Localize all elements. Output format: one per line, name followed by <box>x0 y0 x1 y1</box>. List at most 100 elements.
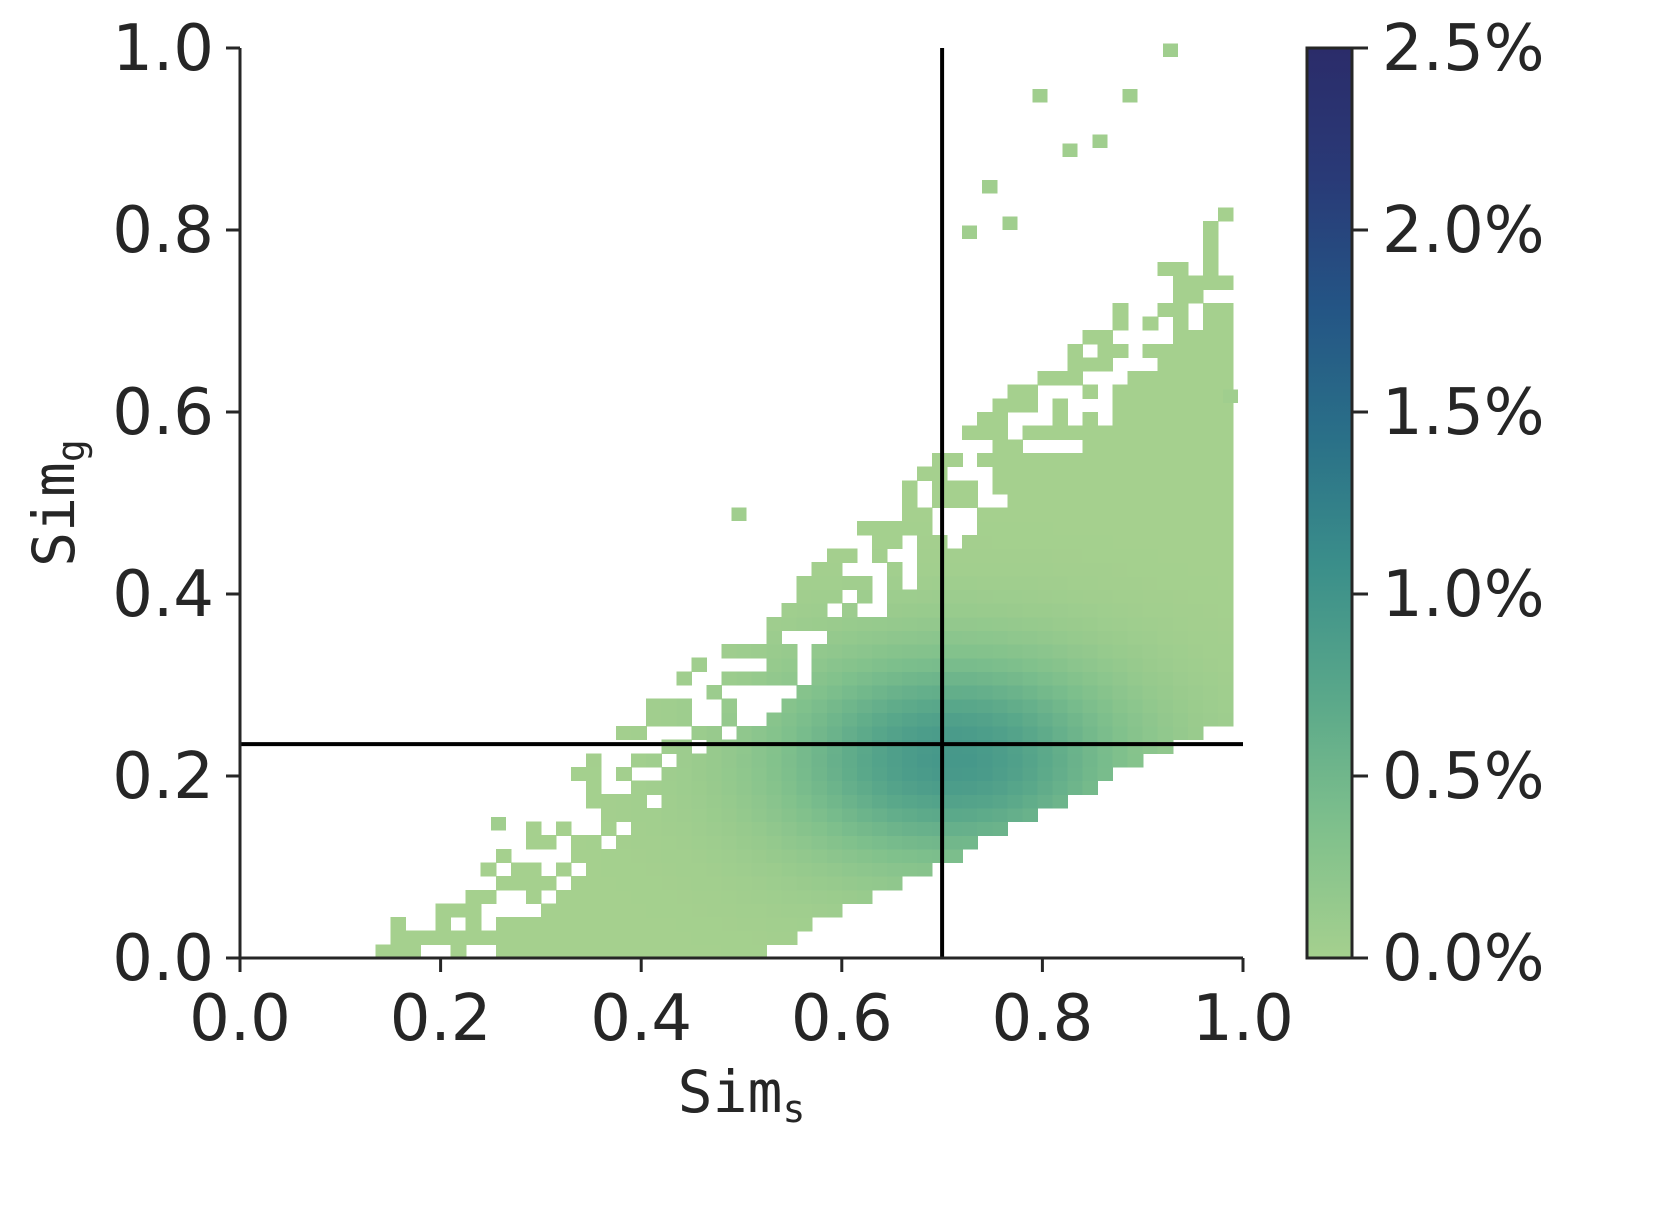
heatmap-cell <box>480 930 497 945</box>
heatmap-cell <box>917 548 933 563</box>
heatmap-cell <box>751 876 768 891</box>
heatmap-cell <box>1217 439 1234 454</box>
heatmap-cell <box>1172 630 1189 645</box>
heatmap-cell <box>1112 507 1129 522</box>
heatmap-cell <box>586 944 602 959</box>
heatmap-cell <box>1007 712 1023 727</box>
heatmap-cell <box>1082 644 1099 659</box>
heatmap-cell <box>901 794 918 809</box>
heatmap-cell <box>796 575 813 591</box>
heatmap-cell <box>856 685 873 700</box>
heatmap-cell <box>691 848 707 864</box>
heatmap-cell <box>676 739 692 754</box>
heatmap-cell <box>992 425 1008 440</box>
heatmap-cell <box>796 616 813 631</box>
heatmap-cell <box>1172 548 1189 563</box>
heatmap-cell <box>1202 548 1219 563</box>
heatmap-cell <box>570 889 587 904</box>
heatmap-cell <box>1172 480 1189 495</box>
heatmap-cell <box>871 644 888 659</box>
heatmap-cell <box>856 630 873 645</box>
heatmap-cell <box>1082 725 1099 741</box>
heatmap-cell <box>841 630 858 645</box>
heatmap-cell <box>1187 439 1204 454</box>
heatmap-cell <box>962 644 978 659</box>
heatmap-cell <box>826 575 843 591</box>
heatmap-cell <box>1112 384 1129 399</box>
heatmap-cell <box>841 766 858 782</box>
heatmap-cell <box>646 848 662 864</box>
heatmap-cell <box>1127 630 1144 645</box>
heatmap-cell <box>601 917 617 932</box>
heatmap-cell <box>766 712 783 727</box>
heatmap-cell <box>1172 316 1189 331</box>
heatmap-cell <box>661 944 677 959</box>
heatmap-cell <box>871 671 888 686</box>
heatmap-cell <box>796 917 813 932</box>
heatmap-cell <box>1097 685 1114 700</box>
heatmap-cell <box>841 575 858 591</box>
heatmap-cell <box>1022 780 1038 795</box>
heatmap-cell <box>811 725 828 741</box>
x-tick-label: 0.0 <box>189 982 291 1056</box>
heatmap-cell <box>1142 739 1159 754</box>
heatmap-cell <box>962 794 978 809</box>
heatmap-cell <box>962 835 978 850</box>
heatmap-cell <box>1052 480 1069 495</box>
heatmap-cell <box>901 507 918 522</box>
heatmap-cell <box>886 753 903 768</box>
heatmap-cell <box>1052 493 1069 509</box>
heatmap-cell <box>1112 589 1129 604</box>
heatmap-cell <box>977 630 993 645</box>
heatmap-cell <box>826 766 843 782</box>
heatmap-cell <box>1202 316 1219 331</box>
heatmap-cell <box>992 603 1008 618</box>
heatmap-cell <box>1067 753 1084 768</box>
heatmap-cell <box>811 603 828 618</box>
heatmap-cell <box>856 671 873 686</box>
heatmap-cell <box>676 794 692 809</box>
heatmap-cell <box>962 225 978 240</box>
heatmap-cell <box>1122 88 1138 103</box>
heatmap-cell <box>540 903 557 918</box>
heatmap-cell <box>1187 685 1204 700</box>
heatmap-cell <box>631 862 647 877</box>
heatmap-cell <box>1082 562 1099 577</box>
heatmap-cell <box>1142 316 1159 331</box>
heatmap-cell <box>706 685 723 700</box>
heatmap-cell <box>1202 507 1219 522</box>
heatmap-cell <box>586 889 602 904</box>
heatmap-cell <box>962 698 978 713</box>
heatmap-cell <box>932 794 948 809</box>
heatmap-cell <box>1037 452 1054 468</box>
heatmap-cell <box>661 739 677 754</box>
heatmap-cell <box>570 848 587 864</box>
heatmap-cell <box>1037 766 1054 782</box>
heatmap-cell <box>1127 739 1144 754</box>
heatmap-cell <box>1172 589 1189 604</box>
heatmap-cell <box>1157 603 1174 618</box>
heatmap-cell <box>917 725 933 741</box>
heatmap-cell <box>1142 603 1159 618</box>
heatmap-cell <box>1202 671 1219 686</box>
heatmap-cell <box>1022 630 1038 645</box>
heatmap-cell <box>736 821 753 836</box>
heatmap-cell <box>1082 630 1099 645</box>
heatmap-cell <box>947 480 963 495</box>
heatmap-cell <box>1082 766 1099 782</box>
heatmap-cell <box>1172 603 1189 618</box>
heatmap-cell <box>886 671 903 686</box>
heatmap-cell <box>932 725 948 741</box>
heatmap-cell <box>811 821 828 836</box>
heatmap-cell <box>871 630 888 645</box>
heatmap-cell <box>631 876 647 891</box>
heatmap-cell <box>570 930 587 945</box>
heatmap-cell <box>766 889 783 904</box>
heatmap-cell <box>811 589 828 604</box>
heatmap-cell <box>751 862 768 877</box>
heatmap-cell <box>1052 507 1069 522</box>
heatmap-cell <box>1007 384 1023 399</box>
heatmap-cell <box>736 889 753 904</box>
heatmap-cell <box>1217 589 1234 604</box>
heatmap-cell <box>751 739 768 754</box>
